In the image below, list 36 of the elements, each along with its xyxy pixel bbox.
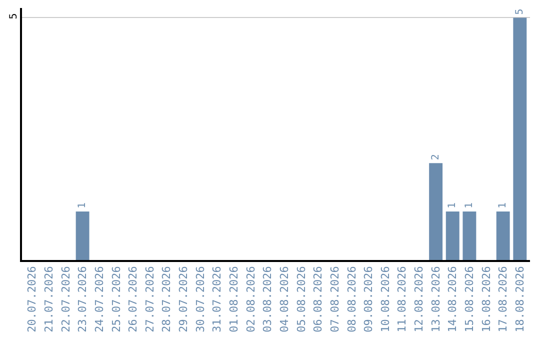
x-tick-label: 27.07.2026 [143,266,156,332]
x-tick-label: 05.08.2026 [294,266,308,332]
data-label: 1 [77,202,88,209]
x-tick-label: 17.08.2026 [496,266,510,332]
x-tick-label: 15.08.2026 [463,266,476,332]
x-tick-label: 09.08.2026 [362,266,376,332]
x-tick-label: 14.08.2026 [446,266,460,332]
data-label: 1 [498,202,509,209]
x-tick-label: 02.08.2026 [244,266,258,332]
x-tick-label: 26.07.2026 [126,266,140,332]
x-tick-label: 10.08.2026 [378,266,392,332]
x-tick-label: 16.08.2026 [480,266,493,332]
x-tick-label: 11.08.2026 [396,266,409,332]
x-tick-label: 12.08.2026 [412,266,426,332]
x-tick-label: 07.08.2026 [328,266,342,332]
data-label: 5 [514,8,526,15]
x-tick-label: 23.07.2026 [76,266,90,332]
x-tick-label: 13.08.2026 [429,266,442,332]
x-tick-label: 24.07.2026 [92,266,106,332]
x-tick-label: 20.07.2026 [26,266,39,332]
data-label: 2 [430,154,442,160]
x-tick-label: 30.07.2026 [194,266,207,332]
x-tick-label: 29.07.2026 [177,266,190,332]
x-tick-label: 01.08.2026 [228,266,241,332]
x-tick-label: 31.07.2026 [210,266,224,332]
x-tick-label: 03.08.2026 [261,266,274,332]
x-tick-label: 08.08.2026 [345,266,358,332]
x-tick-label: 28.07.2026 [160,266,174,332]
data-label: 1 [464,202,475,209]
x-tick-label: 25.07.2026 [110,266,123,332]
x-tick-label: 06.08.2026 [312,266,325,332]
data-label: 1 [447,202,458,209]
x-tick-label: 22.07.2026 [59,266,72,332]
x-tick-label: 18.08.2026 [513,266,526,332]
x-tick-label: 04.08.2026 [278,266,291,332]
x-tick-label: 21.07.2026 [42,266,56,332]
